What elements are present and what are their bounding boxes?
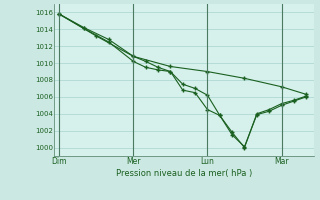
X-axis label: Pression niveau de la mer( hPa ): Pression niveau de la mer( hPa ): [116, 169, 252, 178]
